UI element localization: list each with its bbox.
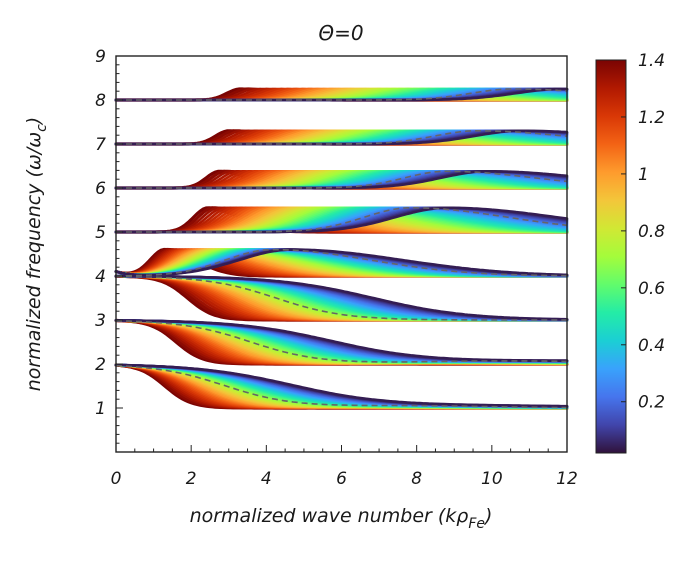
y-tick-label: 3 bbox=[95, 311, 106, 331]
band-2 bbox=[114, 318, 569, 366]
band-1 bbox=[114, 363, 569, 410]
x-tick-label: 8 bbox=[411, 469, 422, 489]
colorbar-gradient bbox=[595, 59, 627, 454]
band-6-reference-dashed bbox=[116, 170, 568, 189]
y-tick-label: 9 bbox=[95, 47, 106, 67]
band-7-reference-dashed bbox=[116, 130, 568, 145]
y-tick-label: 7 bbox=[95, 135, 106, 155]
chart-title: Θ=0 bbox=[318, 21, 363, 45]
band-8-reference-dashed bbox=[116, 88, 568, 101]
x-tick-label: 12 bbox=[556, 469, 578, 489]
band-7 bbox=[114, 129, 569, 146]
colorbar-tick-label: 1.2 bbox=[638, 108, 665, 128]
colorbar-tick-label: 0.8 bbox=[638, 222, 665, 242]
plot-area bbox=[114, 87, 569, 410]
band-4-reference-dashed bbox=[116, 248, 567, 277]
y-tick-label: 1 bbox=[95, 399, 106, 419]
x-tick-label: 0 bbox=[111, 469, 122, 489]
y-axis-label: normalized frequency (ω/ωc) bbox=[23, 117, 50, 391]
x-tick-label: 10 bbox=[481, 469, 503, 489]
band-6 bbox=[114, 169, 569, 190]
colorbar-tick-label: 0.2 bbox=[638, 393, 665, 413]
x-tick-label: 4 bbox=[261, 469, 272, 489]
band-3-reference-dashed bbox=[116, 275, 567, 321]
band-1-reference-dashed bbox=[115, 364, 568, 409]
y-axis: 1 2 3 4 5 6 7 8 9 bbox=[95, 47, 123, 453]
x-axis-label: normalized wave number (kρFe) bbox=[190, 505, 493, 532]
band-5-reference-dashed bbox=[116, 207, 568, 233]
colorbar-tick-label: 1 bbox=[638, 165, 649, 185]
band-3-curve bbox=[114, 274, 569, 321]
colorbar: 1.4 1.2 1 0.8 0.6 0.4 0.2 bbox=[595, 51, 665, 454]
band-2-curve bbox=[114, 319, 569, 362]
band-4-curve bbox=[114, 248, 569, 277]
band-5 bbox=[114, 206, 569, 234]
colorbar-tick-label: 0.4 bbox=[638, 336, 665, 356]
y-tick-label: 6 bbox=[95, 179, 106, 199]
band-8 bbox=[114, 87, 569, 102]
band-1-curve bbox=[114, 363, 569, 408]
y-tick-label: 2 bbox=[95, 355, 106, 375]
x-axis: 0 2 4 6 8 10 12 bbox=[111, 445, 578, 489]
y-tick-label: 8 bbox=[95, 91, 106, 111]
band-4 bbox=[114, 247, 569, 278]
colorbar-tick-label: 1.4 bbox=[638, 51, 665, 71]
colorbar-tick-label: 0.6 bbox=[638, 279, 665, 299]
y-tick-label: 5 bbox=[95, 223, 106, 243]
y-tick-label: 4 bbox=[95, 267, 106, 287]
band-2-reference-dashed bbox=[115, 320, 567, 363]
x-tick-label: 2 bbox=[186, 469, 197, 489]
band-3 bbox=[114, 274, 569, 322]
x-tick-label: 6 bbox=[336, 469, 347, 489]
